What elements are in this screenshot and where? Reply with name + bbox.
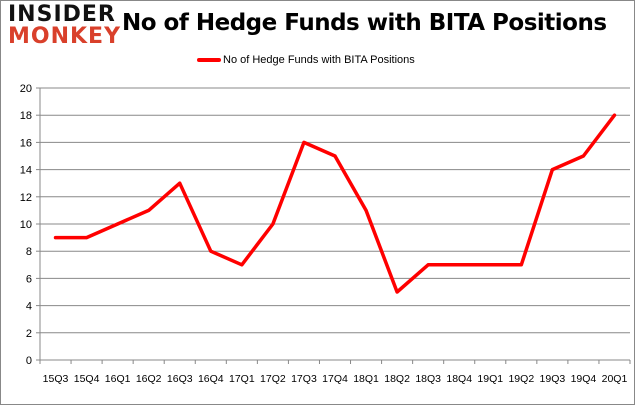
x-tick-label: 15Q4 (74, 373, 100, 385)
data-point (333, 154, 337, 158)
y-tick-label: 14 (20, 165, 32, 177)
data-point (457, 263, 461, 267)
data-point (54, 236, 58, 240)
y-tick-label: 18 (20, 110, 32, 122)
y-tick-label: 12 (20, 192, 32, 204)
data-point (178, 181, 182, 185)
data-point (519, 263, 523, 267)
data-point (147, 208, 151, 212)
y-tick-label: 8 (26, 246, 32, 258)
x-tick-label: 19Q2 (508, 373, 534, 385)
logo-line2: MONKEY (8, 24, 122, 49)
x-tick-label: 18Q4 (446, 373, 472, 385)
insider-monkey-logo: INSIDER MONKEY (8, 4, 121, 48)
y-tick-label: 6 (26, 273, 32, 285)
x-tick-label: 19Q4 (571, 373, 597, 385)
y-tick-label: 0 (26, 355, 32, 367)
y-tick-label: 10 (20, 219, 32, 231)
data-point (116, 222, 120, 226)
data-point (271, 222, 275, 226)
y-tick-label: 16 (20, 137, 32, 149)
x-tick-label: 20Q1 (602, 373, 628, 385)
x-tick-label: 16Q2 (136, 373, 162, 385)
logo-line1: INSIDER (8, 2, 116, 27)
x-tick-label: 17Q3 (291, 373, 317, 385)
x-tick-label: 16Q4 (198, 373, 224, 385)
x-tick-label: 18Q1 (353, 373, 379, 385)
x-tick-label: 18Q2 (384, 373, 410, 385)
x-tick-label: 17Q1 (229, 373, 255, 385)
data-point (209, 249, 213, 253)
data-point (302, 140, 306, 144)
chart-legend: No of Hedge Funds with BITA Positions (197, 54, 415, 66)
y-tick-label: 2 (26, 328, 32, 340)
x-tick-label: 16Q3 (167, 373, 193, 385)
y-tick-label: 20 (20, 83, 32, 95)
x-tick-label: 19Q3 (540, 373, 566, 385)
x-tick-label: 19Q1 (477, 373, 503, 385)
data-point (581, 154, 585, 158)
data-point (550, 168, 554, 172)
x-tick-label: 15Q3 (43, 373, 69, 385)
y-tick-label: 4 (26, 301, 32, 313)
legend-swatch (197, 58, 221, 62)
data-point (395, 290, 399, 294)
data-point (85, 236, 89, 240)
x-tick-label: 16Q1 (105, 373, 131, 385)
data-point (488, 263, 492, 267)
series-line (53, 113, 617, 294)
legend-label: No of Hedge Funds with BITA Positions (223, 54, 415, 66)
data-point (426, 263, 430, 267)
data-point (364, 208, 368, 212)
data-point (612, 113, 616, 117)
x-tick-label: 18Q3 (415, 373, 441, 385)
chart-title: No of Hedge Funds with BITA Positions (122, 10, 607, 36)
x-tick-label: 17Q4 (322, 373, 348, 385)
data-point (240, 263, 244, 267)
x-tick-label: 17Q2 (260, 373, 286, 385)
